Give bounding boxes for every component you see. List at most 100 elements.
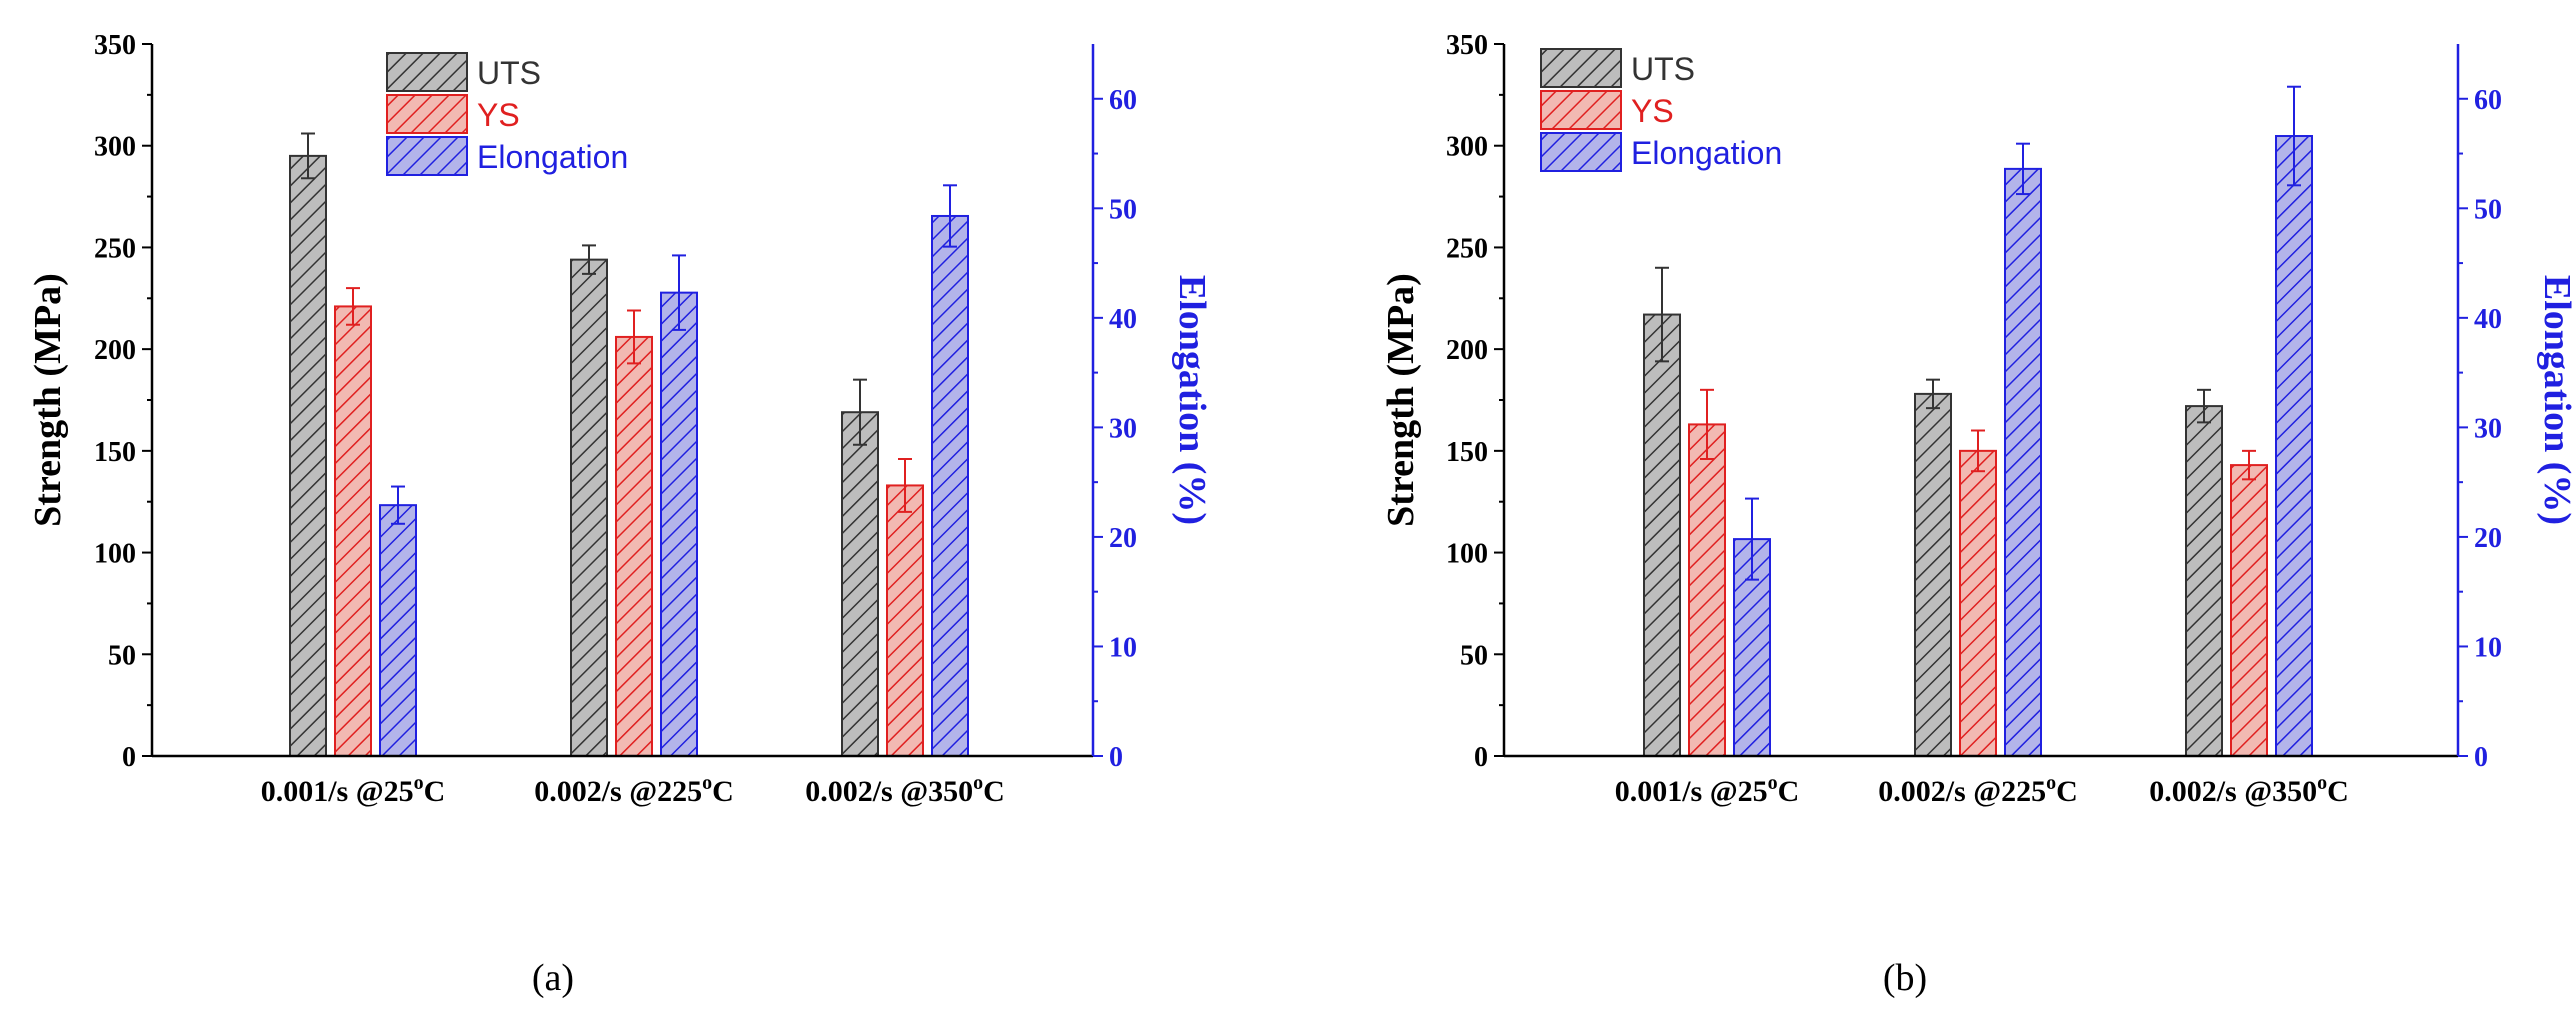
chart-panel-a: 0 50 100 150 200 250 300 350 0 10 20 30 40 50 60 0.001/… [27,30,1213,999]
legend-swatch-ys [386,94,468,134]
bar-uts-2 [2185,405,2223,757]
y2-tick-label: 30 [1109,413,1137,444]
y2-tick-label: 40 [2474,304,2502,335]
bar-uts-0 [1643,313,1681,757]
y2-tick-label: 0 [1109,742,1123,773]
y2-axis-title: Elongation (%) [1171,275,1213,525]
legend-swatch-elongation [1540,132,1622,172]
category-label-sup: o [414,772,424,794]
y-tick-label: 200 [94,335,136,366]
error-bar-uts-2 [853,378,867,446]
legend-label-uts: UTS [477,55,541,91]
legend-label-elongation: Elongation [1631,135,1782,171]
y2-tick-label: 10 [1109,632,1137,663]
bar-uts-1 [570,258,608,757]
y2-tick-label: 20 [1109,523,1137,554]
y-tick-label: 0 [1474,742,1488,773]
category-label: 0.002/s @225oC [1878,772,2078,808]
category-label-base: 0.002/s @350 [2149,775,2317,808]
legend-swatch-uts [1540,48,1622,88]
y2-axis-title: Elongation (%) [2536,275,2573,525]
error-bar-ys-1 [627,309,641,365]
error-bar-uts-0 [1655,266,1669,363]
error-bar-elongation-0 [391,485,405,525]
bar-uts-1 [1914,392,1952,757]
y-tick-label: 350 [1446,30,1488,61]
panel-caption: (b) [1883,957,1927,999]
error-bar-ys-1 [1971,429,1985,473]
error-bar-ys-2 [2242,449,2256,481]
y2-tick-label: 50 [1109,194,1137,225]
category-label-unit: C [712,775,734,808]
bar-ys-2 [886,484,924,757]
category-label: 0.002/s @225oC [534,772,734,808]
category-label-unit: C [983,775,1005,808]
y2-tick-label: 0 [2474,742,2488,773]
category-label-unit: C [1778,775,1800,808]
y-tick-label: 0 [122,742,136,773]
category-label-sup: o [973,772,983,794]
bar-ys-2 [2230,464,2268,757]
error-bar-elongation-1 [2016,142,2030,196]
bar-uts-2 [841,411,879,757]
error-bar-elongation-2 [2287,85,2301,187]
y-tick-label: 50 [108,640,136,671]
category-label-base: 0.002/s @225 [1878,775,2046,808]
category-label: 0.001/s @25oC [1615,772,1800,808]
error-bar-ys-0 [1700,388,1714,460]
error-bar-uts-0 [301,132,315,180]
category-label-base: 0.001/s @25 [1615,775,1768,808]
legend-label-elongation: Elongation [477,139,628,175]
category-label-base: 0.001/s @25 [261,775,414,808]
error-bar-elongation-2 [943,184,957,248]
y-tick-label: 300 [1446,132,1488,163]
category-label: 0.001/s @25oC [261,772,446,808]
legend-swatch-ys [1540,90,1622,130]
error-bar-uts-1 [1926,378,1940,410]
bar-ys-0 [334,305,372,757]
y-axis-title: Strength (MPa) [27,273,69,527]
category-label-sup: o [702,772,712,794]
y-tick-label: 150 [94,437,136,468]
y-tick-label: 50 [1460,640,1488,671]
y2-tick-label: 20 [2474,523,2502,554]
error-bar-ys-0 [346,287,360,326]
category-label-base: 0.002/s @350 [805,775,973,808]
bar-elongation-2 [2275,135,2313,757]
error-bar-elongation-1 [672,254,686,331]
bar-ys-0 [1688,423,1726,757]
legend-swatch-uts [386,52,468,92]
bar-elongation-1 [2004,167,2042,757]
error-bar-ys-2 [898,457,912,513]
y-tick-label: 300 [94,132,136,163]
legend-label-ys: YS [1631,93,1674,129]
y2-tick-label: 10 [2474,632,2502,663]
y2-tick-label: 60 [2474,85,2502,116]
error-bar-elongation-0 [1745,497,1759,581]
y-axis-title: Strength (MPa) [1380,273,1422,527]
category-label-unit: C [2056,775,2078,808]
legend-label-uts: UTS [1631,51,1695,87]
y2-tick-label: 30 [2474,413,2502,444]
category-label-sup: o [2317,772,2327,794]
y-tick-label: 350 [94,30,136,61]
category-label-unit: C [424,775,446,808]
y2-tick-label: 40 [1109,304,1137,335]
bar-elongation-2 [931,214,969,757]
category-label-unit: C [2327,775,2349,808]
legend-swatch-elongation [386,136,468,176]
y-tick-label: 250 [1446,233,1488,264]
y-tick-label: 250 [94,233,136,264]
y-tick-label: 150 [1446,437,1488,468]
bar-ys-1 [1959,449,1997,757]
y-tick-label: 100 [1446,539,1488,570]
bar-elongation-0 [379,504,417,757]
error-bar-uts-2 [2197,388,2211,424]
bar-elongation-1 [660,291,698,757]
y2-tick-label: 60 [1109,85,1137,116]
y2-tick-label: 50 [2474,194,2502,225]
y-tick-label: 200 [1446,335,1488,366]
category-label: 0.002/s @350oC [805,772,1005,808]
bar-ys-1 [615,335,653,757]
